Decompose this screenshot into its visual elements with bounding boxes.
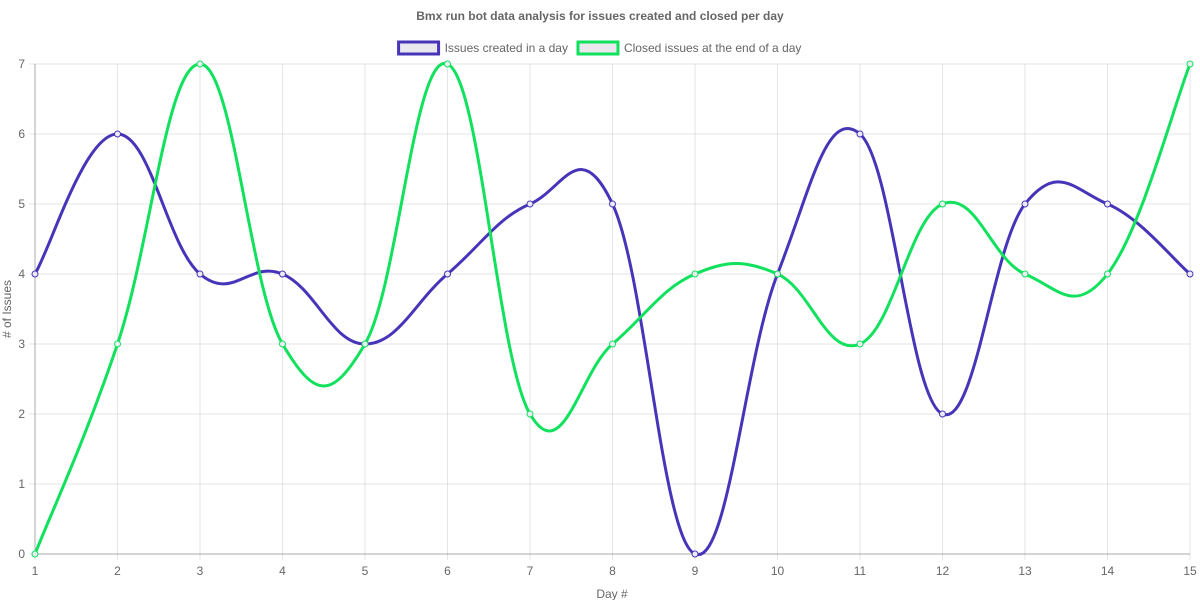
data-point[interactable]: [774, 270, 781, 278]
x-tick-label: 10: [771, 564, 785, 578]
data-point[interactable]: [279, 340, 286, 348]
y-tick-label: 5: [18, 197, 25, 211]
x-tick-label: 3: [197, 564, 204, 578]
x-tick-label: 5: [362, 564, 369, 578]
legend-item-1[interactable]: Issues created in a day: [397, 40, 568, 56]
data-point[interactable]: [444, 270, 451, 278]
data-point[interactable]: [1021, 270, 1029, 278]
data-point[interactable]: [856, 130, 864, 138]
data-point[interactable]: [1186, 60, 1194, 68]
data-point[interactable]: [361, 340, 369, 348]
data-point[interactable]: [196, 60, 204, 68]
data-point[interactable]: [691, 270, 699, 278]
x-tick-label: 8: [609, 564, 616, 578]
series-line-1: [33, 127, 1192, 556]
data-point[interactable]: [526, 410, 534, 418]
data-point[interactable]: [939, 410, 946, 418]
data-point[interactable]: [1186, 270, 1194, 278]
data-point[interactable]: [609, 340, 616, 348]
legend-swatch: [576, 40, 620, 56]
x-tick-label: 4: [279, 564, 286, 578]
y-tick-label: 1: [18, 477, 25, 491]
data-point[interactable]: [691, 550, 699, 558]
data-point[interactable]: [31, 550, 39, 558]
x-tick-label: 13: [1018, 564, 1032, 578]
data-point[interactable]: [856, 340, 864, 348]
legend-swatch: [397, 40, 441, 56]
data-point[interactable]: [114, 340, 121, 348]
data-point[interactable]: [1021, 200, 1029, 208]
x-tick-label: 7: [527, 564, 534, 578]
x-tick-label: 14: [1101, 564, 1115, 578]
x-axis-ticks: 1 2 3 4 5 6 7 8 9 10 11 12 13 14 15: [32, 564, 1197, 578]
y-tick-label: 7: [18, 57, 25, 71]
data-point[interactable]: [444, 60, 451, 68]
legend-label: Closed issues at the end of a day: [624, 41, 801, 55]
data-point[interactable]: [196, 270, 204, 278]
chart-title: Bmx run bot data analysis for issues cre…: [416, 9, 784, 23]
data-point[interactable]: [939, 200, 946, 208]
y-axis-title: # of Issues: [0, 280, 14, 338]
legend[interactable]: Issues created in a day Closed issues at …: [397, 40, 802, 56]
data-points[interactable]: [31, 60, 1194, 558]
y-tick-label: 6: [18, 127, 25, 141]
data-point[interactable]: [526, 200, 534, 208]
y-axis-ticks: 0 1 2 3 4 5 6 7: [18, 57, 25, 561]
x-tick-label: 1: [32, 564, 39, 578]
x-tick-label: 2: [114, 564, 121, 578]
data-point[interactable]: [279, 270, 286, 278]
y-tick-label: 2: [18, 407, 25, 421]
x-tick-label: 12: [936, 564, 950, 578]
y-tick-label: 4: [18, 267, 25, 281]
x-tick-label: 11: [854, 564, 867, 578]
data-point[interactable]: [114, 130, 121, 138]
y-tick-label: 0: [18, 547, 25, 561]
gridlines: [29, 63, 1191, 560]
data-point[interactable]: [1104, 200, 1111, 208]
x-tick-label: 6: [444, 564, 451, 578]
x-tick-label: 15: [1183, 564, 1197, 578]
x-axis-title: Day #: [596, 587, 628, 600]
legend-label: Issues created in a day: [445, 41, 568, 55]
axes: [34, 64, 1190, 555]
legend-item-2[interactable]: Closed issues at the end of a day: [576, 40, 801, 56]
x-tick-label: 9: [692, 564, 699, 578]
data-point[interactable]: [1104, 270, 1111, 278]
data-point[interactable]: [609, 200, 616, 208]
y-tick-label: 3: [18, 337, 25, 351]
data-point[interactable]: [31, 270, 39, 278]
